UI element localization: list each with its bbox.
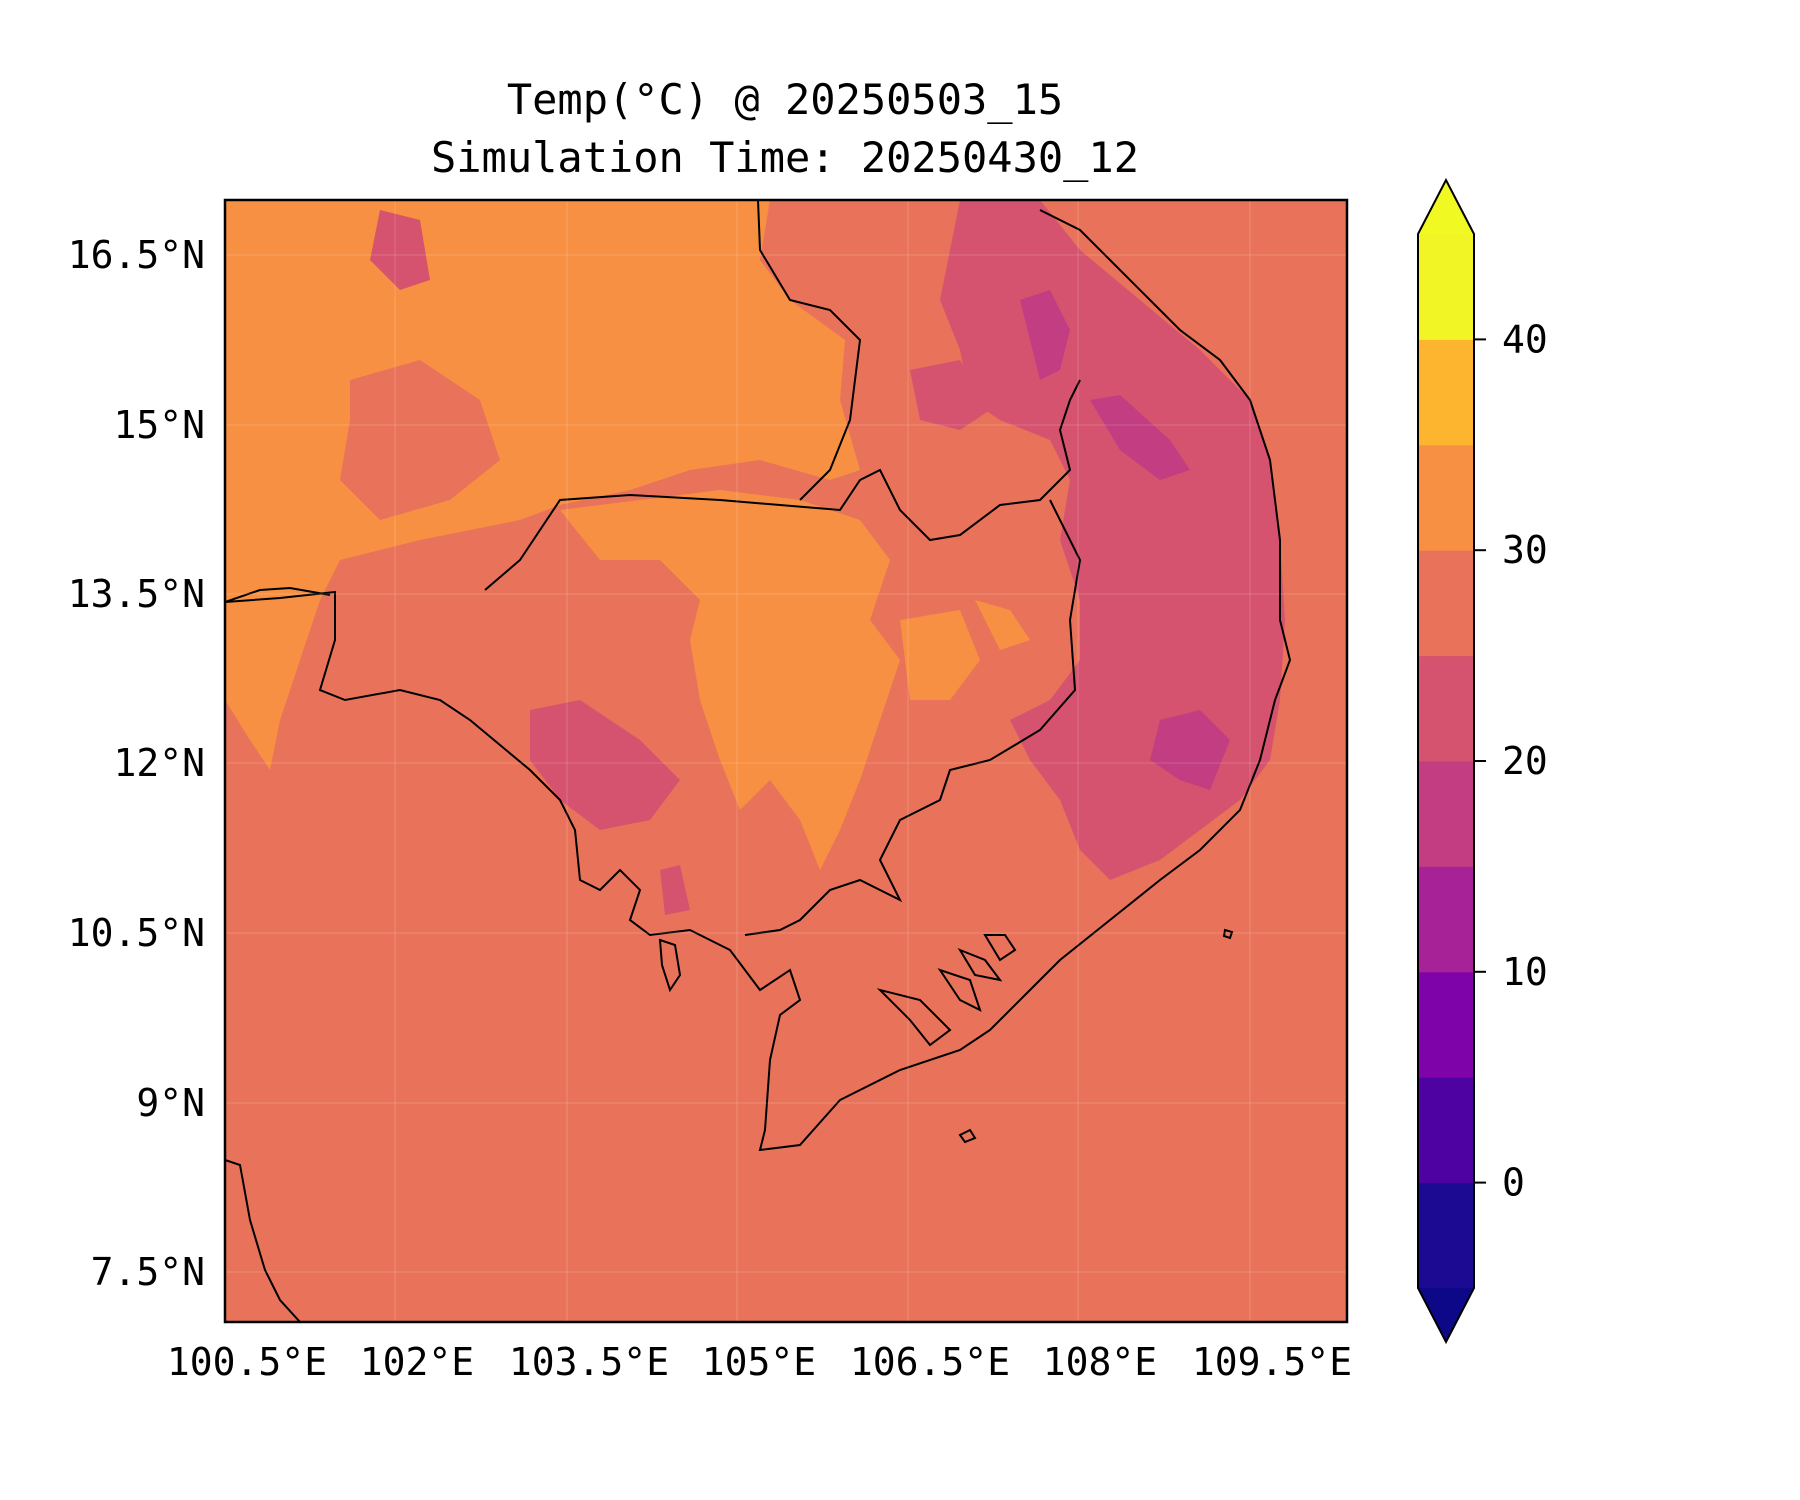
lon-tick-label: 105°E <box>702 1340 816 1384</box>
mekong-delta-islands <box>876 934 1017 1047</box>
coastline-malaysia <box>225 1159 301 1322</box>
border-thailand-cambodia <box>484 379 1081 591</box>
island-con-dao <box>958 1128 977 1144</box>
lat-tick-label: 7.5°N <box>91 1250 205 1294</box>
cool-patch-north2 <box>910 360 990 430</box>
cool-patch-north <box>370 210 430 290</box>
colorbar-segment <box>1418 971 1474 1078</box>
warm-region-cambodia <box>560 490 900 870</box>
colorbar-outline <box>1417 177 1475 1345</box>
cooler-region-highlands-3 <box>1150 710 1230 790</box>
colorbar-segment <box>1418 1077 1474 1184</box>
lat-tick-label: 13.5°N <box>68 572 205 616</box>
lon-tick-labels: 100.5°E 102°E 103.5°E 105°E 106.5°E 108°E 109.… <box>167 1340 1352 1384</box>
lon-tick-label: 108°E <box>1043 1340 1157 1384</box>
colorbar-tick-label: 10 <box>1502 950 1548 994</box>
colorbar-segment <box>1418 550 1474 657</box>
figure-title-line2: Simulation Time: 20250430_12 <box>431 133 1139 182</box>
colorbar-segment <box>1418 234 1474 340</box>
colorbar-tick-label: 0 <box>1502 1161 1525 1205</box>
cool-region-highlands <box>940 200 1285 880</box>
colorbar-segment <box>1418 655 1474 762</box>
figure-title-line1: Temp(°C) @ 20250503_15 <box>507 75 1063 124</box>
colorbar-tick-label: 20 <box>1502 739 1548 783</box>
lon-tick-label: 100.5°E <box>167 1340 327 1384</box>
cooler-region-highlands-2 <box>1090 395 1190 480</box>
map-panel: 100.5°E 102°E 103.5°E 105°E 106.5°E 108°E 109.… <box>68 198 1352 1384</box>
cool-patch-small <box>660 865 690 915</box>
lon-tick-label: 109.5°E <box>1192 1340 1352 1384</box>
lon-tick-label: 103.5°E <box>509 1340 669 1384</box>
coastline-east-tip <box>1222 928 1234 940</box>
colorbar-segment <box>1418 866 1474 973</box>
lat-tick-label: 16.5°N <box>68 233 205 277</box>
colorbar-under-extension <box>1418 1288 1474 1342</box>
temperature-contours <box>225 200 1347 1322</box>
lat-tick-label: 10.5°N <box>68 911 205 955</box>
colorbar-segment <box>1418 444 1474 551</box>
border-cambodia-vietnam <box>744 499 1082 936</box>
lon-tick-label: 106.5°E <box>850 1340 1010 1384</box>
warm-patch-east2 <box>975 600 1030 650</box>
lat-tick-labels: 16.5°N 15°N 13.5°N 12°N 10.5°N 9°N 7.5°N <box>68 233 205 1294</box>
lat-tick-label: 15°N <box>113 403 205 447</box>
island-phu-quoc <box>658 938 682 993</box>
colorbar-segment <box>1418 761 1474 867</box>
coastlines <box>225 200 1292 1322</box>
cooler-region-highlands <box>1020 290 1070 380</box>
colorbar-tick-label: 30 <box>1502 528 1548 572</box>
border-laos <box>757 200 862 501</box>
colorbar-segment <box>1418 1182 1474 1289</box>
map-frame <box>223 198 1349 1324</box>
warm-region-thailand-cool-patch <box>340 360 500 520</box>
warm-patch-east <box>900 610 980 700</box>
lon-tick-label: 102°E <box>360 1340 474 1384</box>
warm-region-thailand <box>225 200 860 770</box>
coastline-gulf-of-thailand <box>225 209 1292 1152</box>
border-west <box>225 586 331 603</box>
lat-tick-label: 9°N <box>136 1081 205 1125</box>
colorbar-tick-label: 40 <box>1502 317 1548 361</box>
colorbar-over-extension <box>1418 180 1474 234</box>
lat-tick-label: 12°N <box>113 741 205 785</box>
colorbar-segment <box>1418 339 1474 446</box>
cool-region-cardamom <box>530 700 680 830</box>
colorbar: 40 30 20 10 0 <box>1417 177 1548 1345</box>
gridlines <box>225 200 1347 1322</box>
